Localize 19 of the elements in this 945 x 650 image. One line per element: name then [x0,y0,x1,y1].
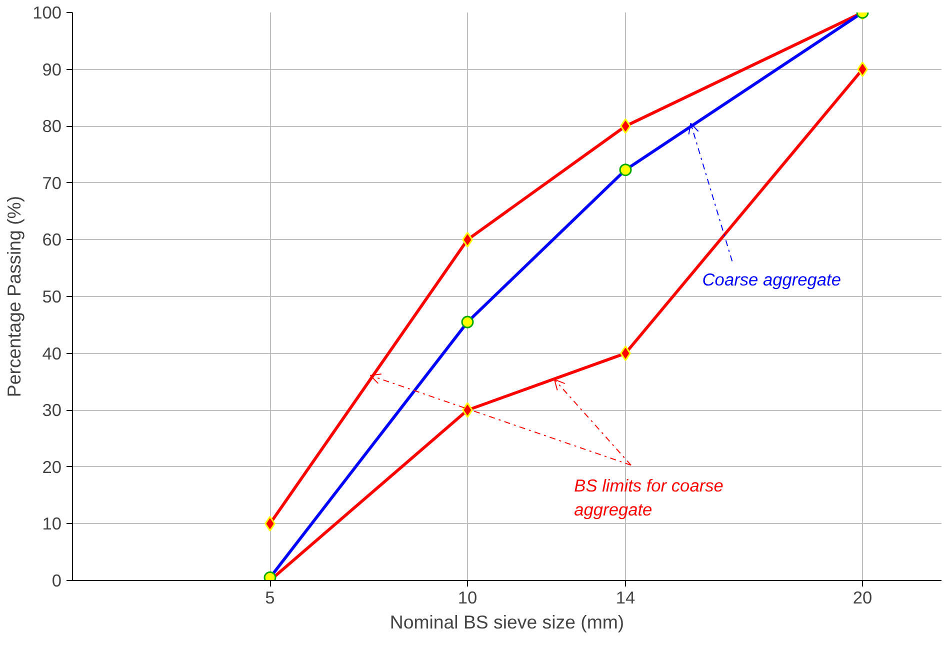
x-tick-label: 14 [616,588,636,608]
y-tick-label: 60 [42,230,62,250]
y-tick-label: 10 [42,514,62,534]
y-tick-label: 80 [42,116,62,136]
y-tick-label: 40 [42,343,62,364]
y-tick-label: 20 [42,456,62,477]
x-tick-label: 20 [852,588,872,608]
x-axis-title: Nominal BS sieve size (mm) [390,612,624,632]
y-tick-label: 90 [42,59,62,80]
y-tick-label: 70 [42,172,62,193]
annotation: BS limits for coarse aggregate [574,475,724,520]
y-tick-label: 30 [42,400,62,420]
y-tick-label: 50 [42,286,62,306]
y-axis-title: Percentage Passing (%) [4,196,25,398]
y-tick-label: 0 [52,570,62,590]
annotation: Coarse aggregate [702,269,842,290]
x-tick-label: 5 [265,588,275,608]
y-tick-label: 100 [32,2,62,22]
x-tick-label: 10 [458,588,478,608]
